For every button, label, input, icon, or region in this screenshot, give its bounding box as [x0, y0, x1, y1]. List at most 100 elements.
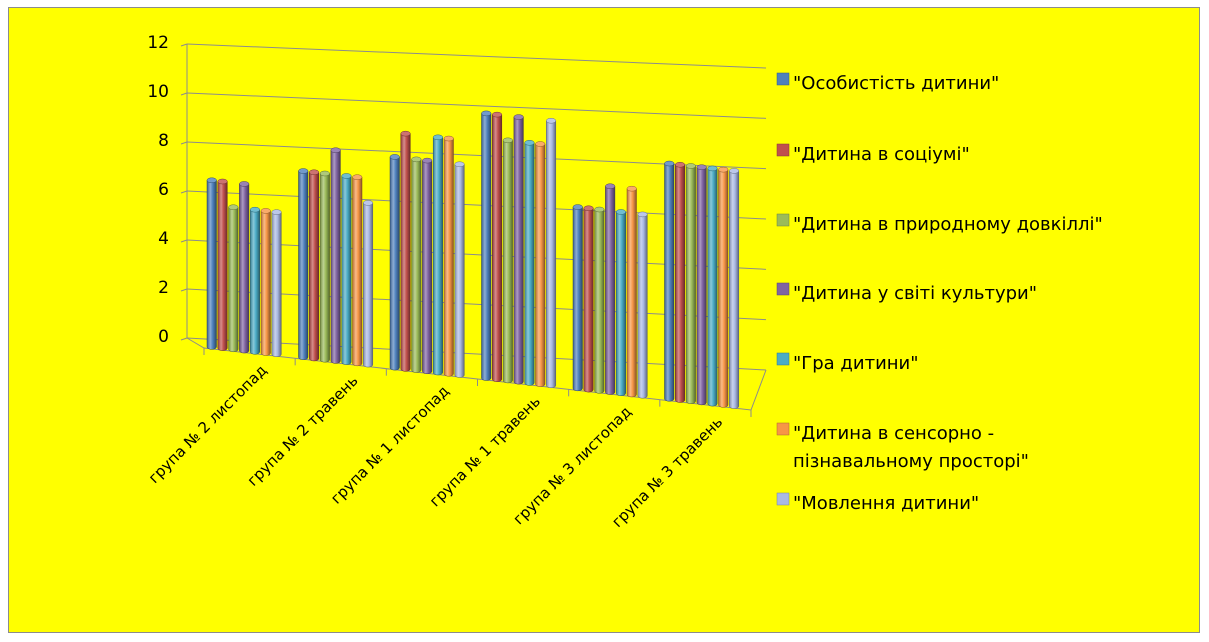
bar-top	[572, 204, 583, 210]
bar	[664, 163, 675, 402]
bar-top	[626, 185, 637, 192]
bar	[524, 142, 535, 386]
bar	[319, 173, 330, 363]
bar	[363, 202, 374, 368]
bar-top	[664, 160, 675, 167]
bar-top	[319, 170, 330, 177]
x-category-label: група № 2 травень	[244, 372, 362, 490]
bar	[572, 206, 583, 392]
bar	[685, 165, 696, 404]
bar	[228, 206, 239, 353]
bar-top	[594, 206, 605, 213]
y-tick-label: 6	[158, 180, 169, 200]
bar-top	[535, 141, 546, 147]
y-tick-label: 4	[158, 229, 169, 249]
bar	[454, 164, 465, 378]
bar-top	[524, 140, 535, 146]
legend-swatch	[776, 352, 790, 366]
y-tick-mark	[180, 288, 188, 292]
y-tick-label: 8	[158, 131, 169, 151]
y-tick-mark	[180, 190, 188, 194]
bar-top	[260, 208, 271, 214]
bar-top	[502, 137, 513, 144]
bar	[481, 113, 492, 381]
bar-top	[696, 164, 707, 170]
bar	[249, 209, 260, 355]
bar-top	[513, 114, 524, 120]
y-tick-label: 2	[158, 278, 169, 298]
y-tick-mark	[180, 43, 188, 47]
legend-swatch	[776, 72, 790, 86]
bar-top	[605, 183, 616, 189]
bar-top	[637, 211, 648, 218]
bar	[217, 181, 228, 351]
legend-label: "Особистість дитини"	[793, 73, 999, 94]
bar	[729, 170, 740, 409]
bar	[707, 168, 718, 407]
bar	[718, 169, 729, 408]
bar	[411, 159, 422, 373]
bar-top	[239, 181, 250, 187]
bar-top	[615, 209, 626, 215]
bar	[271, 211, 282, 357]
x-category-label: група № 1 травень	[426, 392, 544, 510]
bar-top	[454, 161, 465, 168]
gridline	[186, 43, 767, 69]
x-category-label: група № 3 травень	[608, 413, 726, 531]
bar-top	[298, 168, 309, 174]
bar	[615, 211, 626, 396]
legend-label: "Дитина в соціумі"	[793, 144, 970, 165]
bar-top	[400, 130, 411, 137]
y-tick-mark	[180, 92, 188, 96]
bar	[330, 149, 341, 364]
legend-swatch	[776, 213, 790, 227]
bar	[443, 138, 454, 377]
bar	[675, 164, 686, 403]
bar-top	[249, 206, 260, 213]
bar-top	[217, 178, 228, 185]
bar-top	[411, 156, 422, 163]
legend-swatch	[776, 282, 790, 296]
bar-top	[443, 135, 454, 142]
bar	[513, 116, 524, 385]
bar-top	[389, 154, 400, 160]
legend-swatch	[776, 422, 790, 436]
y-tick-label: 12	[147, 33, 169, 53]
y-tick-mark	[180, 239, 188, 243]
bar	[594, 209, 605, 394]
bar	[239, 183, 250, 354]
bar	[535, 143, 546, 387]
bar	[502, 140, 513, 384]
legend-label: "Дитина в природному довкіллі"	[793, 214, 1103, 235]
bar-top	[309, 169, 320, 176]
bar	[389, 156, 400, 371]
bar-top	[546, 117, 557, 124]
bar-top	[330, 147, 341, 153]
bar	[432, 137, 443, 376]
bar	[422, 160, 433, 375]
bar-top	[341, 173, 352, 179]
y-tick-label: 0	[158, 327, 169, 347]
bar	[626, 188, 637, 398]
legend-swatch	[776, 492, 790, 506]
y-tick-mark	[180, 141, 188, 145]
bar-top	[707, 165, 718, 172]
bar	[309, 172, 320, 362]
bar-top	[271, 209, 282, 215]
legend-label: "Дитина у світі культури"	[793, 283, 1037, 304]
bar	[260, 210, 271, 356]
bar	[696, 166, 707, 406]
legend-swatch	[776, 143, 790, 157]
bar	[492, 114, 503, 382]
bar	[605, 185, 616, 395]
legend-label: "Мовлення дитини"	[793, 493, 979, 514]
chart-area: 0 2 4 6 8 10 12 група № 2 листопад група № 2 тра…	[8, 7, 1200, 633]
bar	[400, 133, 411, 372]
bar	[341, 175, 352, 365]
bar-top	[206, 177, 217, 184]
bar-top	[718, 166, 729, 173]
bar-top	[228, 204, 239, 210]
bar	[298, 170, 309, 360]
bar-top	[729, 168, 740, 174]
